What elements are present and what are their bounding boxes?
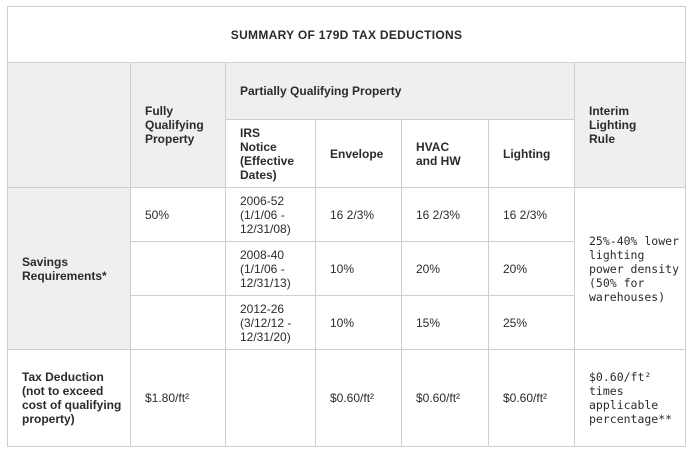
header-interim-lighting-rule: Interim Lighting Rule [573, 62, 687, 188]
header-envelope: Envelope [315, 119, 402, 188]
savings-hvac-cell: 20% [401, 241, 489, 296]
savings-notice-cell: 2012-26 (3/12/12 - 12/31/20) [225, 295, 316, 350]
savings-fully-cell [130, 295, 226, 350]
savings-lighting-cell: 20% [488, 241, 575, 296]
corner-cell [7, 62, 131, 188]
deduction-notice-cell [225, 349, 316, 447]
table-row: 2012-26 (3/12/12 - 12/31/20) 10% 15% 25% [8, 295, 686, 350]
tax-deduction-table: SUMMARY OF 179D TAX DEDUCTIONS Fully Qua… [6, 6, 687, 447]
header-row-2: IRS Notice (Effective Dates) Envelope HV… [8, 119, 686, 188]
table-row: 2008-40 (1/1/06 - 12/31/13) 10% 20% 20% [8, 241, 686, 296]
deduction-envelope-cell: $0.60/ft² [315, 349, 402, 447]
header-irs-notice: IRS Notice (Effective Dates) [225, 119, 316, 188]
savings-hvac-cell: 15% [401, 295, 489, 350]
savings-lighting-cell: 16 2/3% [488, 187, 575, 242]
header-row-1: Fully Qualifying Property Partially Qual… [7, 61, 687, 188]
savings-fully-cell [130, 241, 226, 296]
savings-requirements-label: Savings Requirements* [7, 187, 131, 350]
savings-envelope-cell: 10% [315, 241, 402, 296]
header-fully-qualifying: Fully Qualifying Property [130, 62, 226, 188]
tax-deduction-label: Tax Deduction (not to exceed cost of qua… [7, 349, 131, 447]
table-row: Tax Deduction (not to exceed cost of qua… [7, 349, 687, 447]
savings-hvac-cell: 16 2/3% [401, 187, 489, 242]
title-row: SUMMARY OF 179D TAX DEDUCTIONS [6, 6, 687, 63]
savings-envelope-cell: 16 2/3% [315, 187, 402, 242]
header-partially-qualifying: Partially Qualifying Property [225, 61, 575, 121]
header-hvac: HVAC and HW [401, 119, 489, 188]
deduction-interim-cell: $0.60/ft² times applicable percentage** [573, 349, 687, 447]
table-title: SUMMARY OF 179D TAX DEDUCTIONS [6, 6, 687, 63]
header-lighting: Lighting [488, 119, 575, 188]
deduction-hvac-cell: $0.60/ft² [401, 349, 489, 447]
savings-lighting-cell: 25% [488, 295, 575, 350]
savings-envelope-cell: 10% [315, 295, 402, 350]
savings-fully-cell: 50% [130, 187, 226, 242]
tax-deduction-table-wrapper: SUMMARY OF 179D TAX DEDUCTIONS Fully Qua… [6, 6, 687, 447]
savings-notice-cell: 2008-40 (1/1/06 - 12/31/13) [225, 241, 316, 296]
deduction-lighting-cell: $0.60/ft² [488, 349, 575, 447]
interim-savings-cell: 25%-40% lower lighting power density (50… [573, 187, 687, 350]
table-row: Savings Requirements* 50% 2006-52 (1/1/0… [7, 187, 687, 350]
savings-notice-cell: 2006-52 (1/1/06 - 12/31/08) [225, 187, 316, 242]
deduction-fully-cell: $1.80/ft² [130, 349, 226, 447]
